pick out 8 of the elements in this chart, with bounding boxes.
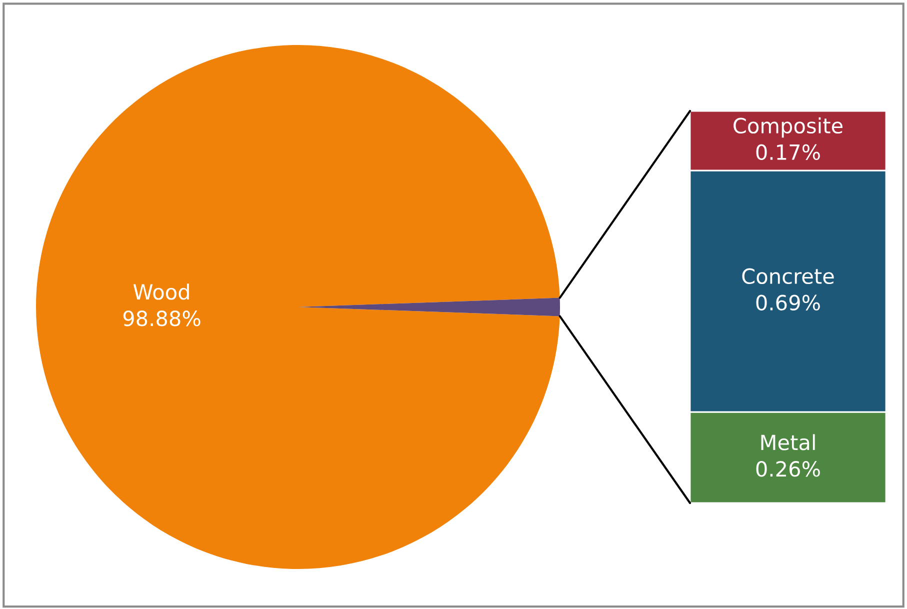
data-label: 0.26% [756,461,820,477]
data-label: 98.88% [123,310,200,326]
slice-label: Wood [133,284,189,300]
series-label: Metal [761,434,815,450]
series-label: Composite [734,117,842,138]
series-label: Concrete [742,268,834,284]
data-label: 0.17% [756,144,820,160]
data-label: 0.69% [756,294,820,311]
